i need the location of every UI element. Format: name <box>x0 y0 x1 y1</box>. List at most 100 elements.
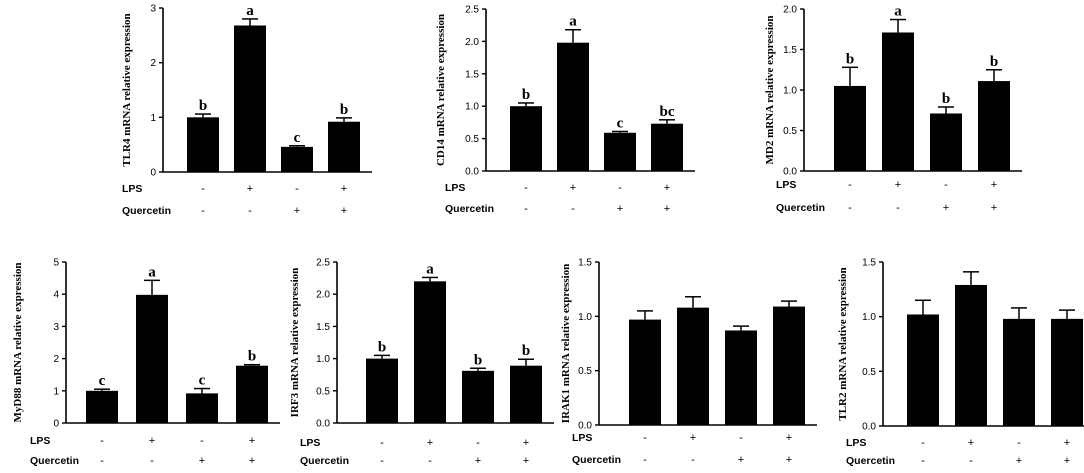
bar-2 <box>414 281 446 423</box>
y-tick-label: 1.0 <box>783 86 797 97</box>
y-tick-label: 2.0 <box>783 5 797 16</box>
y-tick-label: 0.0 <box>578 421 592 432</box>
y-tick-label: 2 <box>53 354 59 365</box>
y-tick-label: 0.0 <box>862 422 876 433</box>
significance-letter-2: a <box>426 261 434 277</box>
significance-letter-1: b <box>522 87 530 103</box>
condition-sign: - <box>524 182 528 194</box>
bar-4 <box>328 121 360 172</box>
condition-sign: + <box>690 432 696 444</box>
condition-label-quercetin: Quercetin <box>776 202 825 214</box>
chart-panel-3: 0.0 0.5 1.0 1.5 2.0 MD2 mRNA relative express… <box>764 4 1022 214</box>
condition-sign: - <box>1017 437 1021 449</box>
chart-panel-6: 0.0 0.5 1.0 1.5 IRAK1 mRNA relative expressi… <box>560 258 817 466</box>
chart-panel-7: 0.0 0.5 1.0 1.5 TLR2 mRNA relative expressio… <box>837 258 1084 467</box>
bar-1 <box>187 117 219 172</box>
significance-letter-4: b <box>340 102 348 118</box>
condition-sign: + <box>427 437 433 449</box>
condition-sign: - <box>476 437 480 449</box>
bar-3 <box>930 113 962 171</box>
condition-sign: - <box>380 437 384 449</box>
condition-sign: + <box>738 454 744 466</box>
y-tick-label: 1.5 <box>862 258 876 269</box>
condition-sign: - <box>691 454 695 466</box>
bar-1 <box>907 314 939 426</box>
bar-4 <box>651 123 683 171</box>
y-tick-label: 2 <box>150 58 156 69</box>
significance-letter-3: b <box>474 352 482 368</box>
condition-sign: + <box>968 437 974 449</box>
condition-sign: - <box>100 455 104 467</box>
y-tick-label: 0.5 <box>578 366 592 377</box>
y-axis-title: MyD88 mRNA relative expression <box>12 263 24 423</box>
condition-sign: - <box>896 202 900 214</box>
bar-2 <box>955 284 987 426</box>
condition-label-lps: LPS <box>572 432 592 444</box>
chart-panel-4: 0 1 2 3 4 5 MyD88 mRNA relative expression c a c b… <box>12 258 280 467</box>
condition-sign: + <box>1016 455 1022 467</box>
y-tick-label: 1.5 <box>783 45 797 56</box>
bar-2 <box>234 25 266 173</box>
condition-sign: + <box>1064 455 1070 467</box>
condition-label-quercetin: Quercetin <box>30 455 79 467</box>
y-tick-label: 5 <box>53 258 59 269</box>
condition-label-quercetin: Quercetin <box>445 203 494 215</box>
condition-sign: + <box>247 183 253 195</box>
bar-1 <box>86 390 118 423</box>
bar-1 <box>510 106 542 171</box>
condition-sign: + <box>570 182 576 194</box>
significance-letter-1: b <box>846 51 854 67</box>
condition-label-lps: LPS <box>445 182 465 194</box>
condition-sign: + <box>617 203 623 215</box>
condition-label-lps: LPS <box>776 179 796 191</box>
condition-label-quercetin: Quercetin <box>572 454 621 466</box>
condition-sign: + <box>895 179 901 191</box>
y-tick-label: 1 <box>150 113 156 124</box>
condition-sign: - <box>944 179 948 191</box>
bar-4 <box>1051 318 1083 426</box>
condition-sign: - <box>380 455 384 467</box>
bar-3 <box>1003 318 1035 426</box>
condition-sign: + <box>199 455 205 467</box>
y-tick-label: 0.0 <box>465 167 479 178</box>
bar-1 <box>834 85 866 171</box>
condition-label-lps: LPS <box>122 183 142 195</box>
condition-sign: + <box>341 205 347 217</box>
significance-letter-4: bc <box>660 104 675 120</box>
condition-sign: - <box>428 455 432 467</box>
significance-letter-4: b <box>248 349 256 365</box>
condition-sign: + <box>149 435 155 447</box>
y-tick-label: 0 <box>53 419 59 430</box>
y-tick-label: 1.0 <box>862 312 876 323</box>
significance-letter-1: b <box>378 339 386 355</box>
bar-1 <box>366 358 398 423</box>
y-tick-label: 2.5 <box>316 258 330 269</box>
y-tick-label: 1 <box>53 386 59 397</box>
condition-sign: - <box>571 203 575 215</box>
y-tick-label: 2.0 <box>465 37 479 48</box>
y-axis-title: IRAK1 mRNA relative expression <box>560 264 572 423</box>
condition-sign: - <box>524 203 528 215</box>
y-tick-label: 1.0 <box>578 312 592 323</box>
significance-letter-4: b <box>522 343 530 359</box>
bar-2 <box>557 42 589 171</box>
condition-sign: + <box>664 182 670 194</box>
condition-sign: - <box>643 454 647 466</box>
condition-sign: - <box>848 179 852 191</box>
condition-sign: - <box>295 183 299 195</box>
bar-1 <box>629 319 661 425</box>
y-tick-label: 1.5 <box>316 322 330 333</box>
y-tick-label: 3 <box>53 322 59 333</box>
y-tick-label: 2.0 <box>316 290 330 301</box>
bar-3 <box>281 146 313 172</box>
significance-letter-2: a <box>148 264 156 280</box>
bar-4 <box>978 81 1010 171</box>
y-axis-title: IRF3 mRNA relative expression <box>289 268 301 418</box>
chart-panel-2: 0.0 0.5 1.0 1.5 2.0 2.5 CD14 mRNA relative exp… <box>435 5 695 215</box>
condition-sign: - <box>248 205 252 217</box>
condition-sign: - <box>643 432 647 444</box>
bar-3 <box>462 370 494 423</box>
condition-sign: + <box>523 455 529 467</box>
condition-label-lps: LPS <box>30 435 50 447</box>
